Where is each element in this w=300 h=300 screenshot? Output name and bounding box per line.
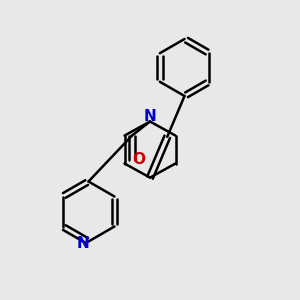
Text: O: O [132,152,145,167]
Text: N: N [144,109,156,124]
Text: N: N [77,236,89,250]
